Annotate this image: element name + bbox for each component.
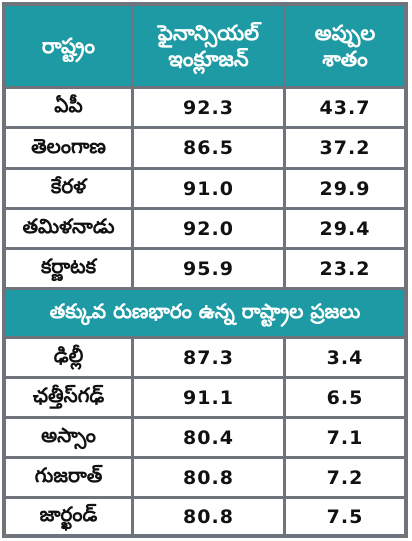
state-name: ఢిల్లీ (6, 339, 131, 376)
debt-value: 7.1 (286, 419, 404, 456)
header-inclusion-line1: ఫైనాన్సియల్ (157, 20, 260, 45)
header-state: రాష్ట్రం (6, 6, 131, 86)
inclusion-value: 80.4 (134, 419, 283, 456)
inclusion-value: 87.3 (134, 339, 283, 376)
debt-value: 43.7 (286, 89, 404, 126)
header-debt-percent: అప్పుల శాతం (286, 6, 404, 86)
debt-value: 29.4 (286, 210, 404, 247)
state-name: అస్సాం (6, 419, 131, 456)
section-title: తక్కువ రుణభారం ఉన్న రాష్ట్రాల ప్రజలు (6, 290, 404, 336)
inclusion-value: 95.9 (134, 250, 283, 287)
debt-value: 23.2 (286, 250, 404, 287)
header-financial-inclusion: ఫైనాన్సియల్ ఇంక్లూజన్ (134, 6, 283, 86)
debt-value: 6.5 (286, 379, 404, 416)
inclusion-value: 86.5 (134, 129, 283, 167)
table-row: గుజరాత్ 80.8 7.2 (6, 459, 404, 496)
debt-value: 29.9 (286, 170, 404, 207)
table-row: ఢిల్లీ 87.3 3.4 (6, 339, 404, 376)
state-name: కర్ణాటక (6, 250, 131, 287)
data-table: రాష్ట్రం ఫైనాన్సియల్ ఇంక్లూజన్ అప్పుల శా… (2, 2, 408, 538)
debt-value: 3.4 (286, 339, 404, 376)
inclusion-value: 80.8 (134, 499, 283, 534)
table-row: అస్సాం 80.4 7.1 (6, 419, 404, 456)
header-debt-line2: శాతం (322, 47, 368, 71)
inclusion-value: 91.0 (134, 170, 283, 207)
table-header: రాష్ట్రం ఫైనాన్సియల్ ఇంక్లూజన్ అప్పుల శా… (6, 6, 404, 86)
state-name: తమిళనాడు (6, 210, 131, 247)
state-name: ఏపీ (6, 89, 131, 126)
inclusion-value: 80.8 (134, 459, 283, 496)
debt-value: 37.2 (286, 129, 404, 167)
state-name: గుజరాత్ (6, 459, 131, 496)
state-name: ఛత్తీస్‌గఢ్ (6, 379, 131, 416)
header-debt-line1: అప్పుల (314, 20, 376, 45)
inclusion-value: 91.1 (134, 379, 283, 416)
table-row: ఏపీ 92.3 43.7 (6, 89, 404, 126)
table-row: కర్ణాటక 95.9 23.2 (6, 250, 404, 287)
debt-value: 7.2 (286, 459, 404, 496)
inclusion-value: 92.3 (134, 89, 283, 126)
header-state-label: రాష్ట్రం (41, 33, 96, 58)
debt-value: 7.5 (286, 499, 404, 534)
table-row: తెలంగాణ 86.5 37.2 (6, 129, 404, 167)
state-name: కేరళ (6, 170, 131, 207)
inclusion-value: 92.0 (134, 210, 283, 247)
state-name: తెలంగాణ (6, 129, 131, 167)
table-row: ఛత్తీస్‌గఢ్ 91.1 6.5 (6, 379, 404, 416)
table-row: కేరళ 91.0 29.9 (6, 170, 404, 207)
header-inclusion-line2: ఇంక్లూజన్ (168, 47, 249, 71)
table-row: జార్ఖండ్ 80.8 7.5 (6, 499, 404, 534)
table-row: తమిళనాడు 92.0 29.4 (6, 210, 404, 247)
state-name: జార్ఖండ్ (6, 499, 131, 534)
